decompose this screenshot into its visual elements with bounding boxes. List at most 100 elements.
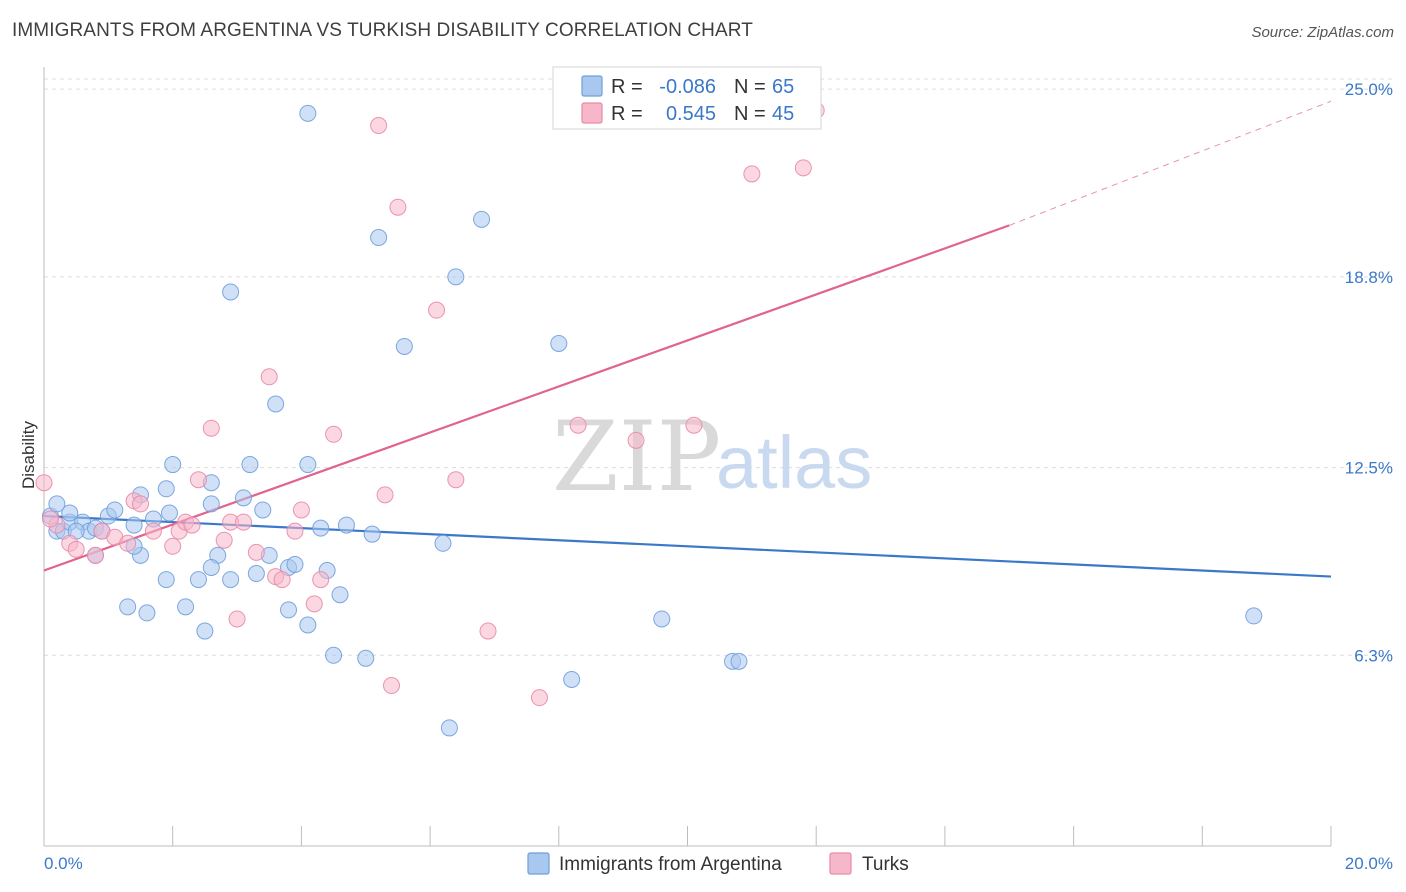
source-credit: Source: ZipAtlas.com	[1251, 24, 1394, 41]
point-argentina	[157, 480, 175, 498]
point-argentina	[160, 504, 178, 522]
trend-line	[43, 514, 1332, 578]
point-argentina	[312, 519, 330, 537]
y-axis-label: Disability	[19, 420, 38, 489]
point-argentina	[550, 334, 568, 352]
point-turks	[183, 516, 201, 534]
point-argentina	[177, 598, 195, 616]
point-argentina	[189, 571, 207, 589]
y-tick-label: 18.8%	[1345, 268, 1393, 287]
point-argentina	[447, 268, 465, 286]
point-turks	[685, 416, 703, 434]
point-argentina	[325, 646, 343, 664]
legend-swatch-turks	[581, 102, 603, 124]
point-argentina	[254, 501, 272, 519]
point-argentina	[299, 104, 317, 122]
point-turks	[428, 301, 446, 319]
point-turks	[260, 368, 278, 386]
point-argentina	[357, 649, 375, 667]
point-argentina	[395, 337, 413, 355]
bottom-legend-label-argentina: Immigrants from Argentina	[559, 854, 782, 875]
legend-n-label-turks: N =	[734, 103, 766, 125]
axes	[43, 67, 1332, 847]
point-argentina	[299, 456, 317, 474]
y-tick-labels: 6.3% 12.5% 18.8% 25.0%	[1345, 80, 1393, 665]
point-turks	[389, 198, 407, 216]
point-argentina	[286, 555, 304, 573]
point-argentina	[247, 565, 265, 583]
watermark: ZIP atlas	[552, 401, 872, 513]
point-argentina	[138, 604, 156, 622]
point-argentina	[440, 719, 458, 737]
point-argentina	[331, 586, 349, 604]
point-turks	[305, 595, 323, 613]
point-turks	[228, 610, 246, 628]
point-turks	[41, 510, 59, 528]
point-argentina	[202, 558, 220, 576]
point-argentina	[61, 504, 79, 522]
x-tick-label-max: 20.0%	[1345, 854, 1393, 873]
point-turks	[376, 486, 394, 504]
point-turks	[132, 495, 150, 513]
trend-line-extension	[1009, 100, 1332, 226]
legend-n-value-turks: 45	[772, 103, 794, 125]
y-tick-label: 25.0%	[1345, 80, 1393, 99]
point-argentina	[222, 571, 240, 589]
point-turks	[273, 571, 291, 589]
point-turks	[202, 419, 220, 437]
point-argentina	[653, 610, 671, 628]
point-turks	[569, 416, 587, 434]
trend-lines	[43, 100, 1332, 578]
point-argentina	[157, 571, 175, 589]
point-turks	[247, 543, 265, 561]
point-turks	[743, 165, 761, 183]
point-turks	[447, 471, 465, 489]
point-argentina	[267, 395, 285, 413]
legend-r-value-argentina: -0.086	[659, 76, 716, 98]
top-legend: R = -0.086 N = 65 R = 0.545 N = 45	[552, 66, 822, 130]
point-argentina	[280, 601, 298, 619]
point-argentina	[241, 456, 259, 474]
point-turks	[325, 425, 343, 443]
point-turks	[530, 689, 548, 707]
bottom-legend-swatch-argentina	[527, 852, 550, 875]
point-argentina	[125, 516, 143, 534]
trend-line	[43, 224, 1010, 572]
point-turks	[67, 540, 85, 558]
point-turks	[627, 431, 645, 449]
point-turks	[292, 501, 310, 519]
legend-r-value-turks: 0.545	[666, 103, 716, 125]
point-argentina	[164, 456, 182, 474]
point-turks	[286, 522, 304, 540]
point-argentina	[363, 525, 381, 543]
point-argentina	[1245, 607, 1263, 625]
point-argentina	[196, 622, 214, 640]
bottom-legend-swatch-turks	[829, 852, 852, 875]
point-turks	[144, 522, 162, 540]
point-argentina	[202, 495, 220, 513]
point-argentina	[337, 516, 355, 534]
point-turks	[35, 474, 53, 492]
bottom-legend: Immigrants from Argentina Turks	[527, 852, 909, 875]
point-turks	[794, 159, 812, 177]
point-turks	[312, 571, 330, 589]
point-turks	[234, 513, 252, 531]
y-tick-label: 12.5%	[1345, 459, 1393, 478]
bottom-legend-label-turks: Turks	[862, 854, 909, 875]
y-tick-label: 6.3%	[1354, 646, 1393, 665]
point-argentina	[434, 534, 452, 552]
point-argentina	[370, 229, 388, 247]
point-argentina	[48, 495, 66, 513]
point-turks	[479, 622, 497, 640]
point-turks	[215, 531, 233, 549]
legend-r-label-argentina: R =	[611, 76, 643, 98]
point-argentina	[473, 210, 491, 228]
data-points	[35, 101, 1263, 737]
legend-n-value-argentina: 65	[772, 76, 794, 98]
legend-swatch-argentina	[581, 75, 603, 97]
legend-r-label-turks: R =	[611, 103, 643, 125]
point-turks	[164, 537, 182, 555]
point-turks	[119, 534, 137, 552]
point-argentina	[730, 652, 748, 670]
